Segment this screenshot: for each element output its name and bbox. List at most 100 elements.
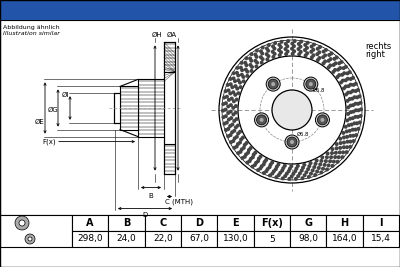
Circle shape — [221, 115, 225, 119]
Circle shape — [266, 54, 270, 58]
Circle shape — [340, 155, 344, 159]
Circle shape — [265, 57, 269, 61]
Circle shape — [290, 42, 294, 46]
Text: 24,0: 24,0 — [117, 234, 136, 244]
Circle shape — [351, 103, 355, 107]
Circle shape — [307, 175, 311, 179]
Circle shape — [231, 139, 235, 143]
Circle shape — [348, 97, 352, 101]
Circle shape — [290, 140, 294, 144]
Circle shape — [327, 65, 331, 69]
Circle shape — [224, 89, 228, 93]
Circle shape — [272, 169, 276, 173]
Circle shape — [338, 150, 342, 154]
Text: G: G — [304, 218, 312, 228]
Text: B: B — [123, 218, 130, 228]
Circle shape — [261, 45, 265, 49]
Circle shape — [234, 84, 238, 88]
Circle shape — [331, 70, 335, 74]
Circle shape — [333, 155, 337, 159]
Circle shape — [300, 176, 304, 180]
Circle shape — [354, 115, 358, 119]
Circle shape — [342, 71, 346, 75]
Circle shape — [351, 116, 355, 120]
Circle shape — [279, 45, 283, 49]
Text: ØE: ØE — [35, 119, 45, 125]
Circle shape — [260, 52, 264, 56]
Bar — [120, 87, 138, 129]
Circle shape — [265, 52, 269, 56]
Circle shape — [260, 164, 264, 168]
Circle shape — [337, 61, 341, 65]
Circle shape — [246, 151, 250, 155]
Circle shape — [253, 151, 257, 155]
Circle shape — [241, 136, 245, 140]
Circle shape — [249, 146, 253, 150]
Bar — [164, 72, 175, 144]
Circle shape — [235, 66, 239, 70]
Circle shape — [304, 77, 318, 91]
Circle shape — [292, 44, 296, 48]
Circle shape — [226, 127, 230, 131]
Circle shape — [235, 87, 239, 91]
Circle shape — [283, 174, 287, 178]
Circle shape — [352, 139, 356, 143]
Circle shape — [344, 125, 348, 129]
Circle shape — [333, 68, 337, 72]
Circle shape — [335, 56, 339, 60]
Circle shape — [335, 142, 339, 146]
Circle shape — [336, 160, 340, 164]
Circle shape — [348, 134, 352, 138]
Circle shape — [344, 93, 348, 97]
Circle shape — [230, 123, 234, 127]
Circle shape — [321, 55, 325, 59]
Circle shape — [228, 133, 232, 137]
Text: C: C — [159, 218, 166, 228]
Circle shape — [338, 66, 342, 70]
Circle shape — [222, 122, 226, 126]
Circle shape — [221, 102, 225, 106]
Circle shape — [273, 52, 277, 56]
Circle shape — [242, 146, 246, 150]
Circle shape — [284, 42, 288, 46]
Circle shape — [349, 83, 353, 87]
Circle shape — [240, 73, 244, 77]
Circle shape — [354, 89, 358, 93]
Circle shape — [320, 155, 324, 159]
Text: H: H — [340, 218, 348, 228]
Circle shape — [252, 152, 256, 156]
Circle shape — [243, 61, 247, 65]
Circle shape — [287, 137, 297, 147]
Circle shape — [328, 64, 332, 68]
Bar — [217, 231, 254, 247]
Circle shape — [354, 82, 358, 86]
Circle shape — [229, 116, 233, 120]
Circle shape — [292, 49, 296, 53]
Circle shape — [356, 108, 360, 112]
Circle shape — [290, 174, 294, 178]
Circle shape — [320, 159, 324, 163]
Circle shape — [225, 121, 229, 125]
Circle shape — [280, 168, 284, 172]
Circle shape — [250, 164, 254, 168]
Circle shape — [359, 114, 363, 118]
Circle shape — [260, 118, 264, 122]
Circle shape — [323, 53, 327, 57]
Circle shape — [341, 131, 345, 135]
Circle shape — [226, 104, 230, 108]
Circle shape — [312, 43, 316, 47]
Circle shape — [240, 61, 244, 65]
Circle shape — [232, 119, 236, 123]
Circle shape — [249, 59, 253, 63]
Circle shape — [314, 162, 318, 166]
Circle shape — [351, 76, 355, 80]
Circle shape — [351, 110, 355, 114]
Circle shape — [332, 57, 336, 61]
Circle shape — [349, 77, 353, 81]
Circle shape — [348, 140, 352, 144]
Circle shape — [328, 57, 332, 61]
Text: ØH: ØH — [152, 32, 163, 38]
Circle shape — [244, 63, 248, 67]
Circle shape — [227, 117, 231, 121]
Circle shape — [352, 83, 356, 87]
